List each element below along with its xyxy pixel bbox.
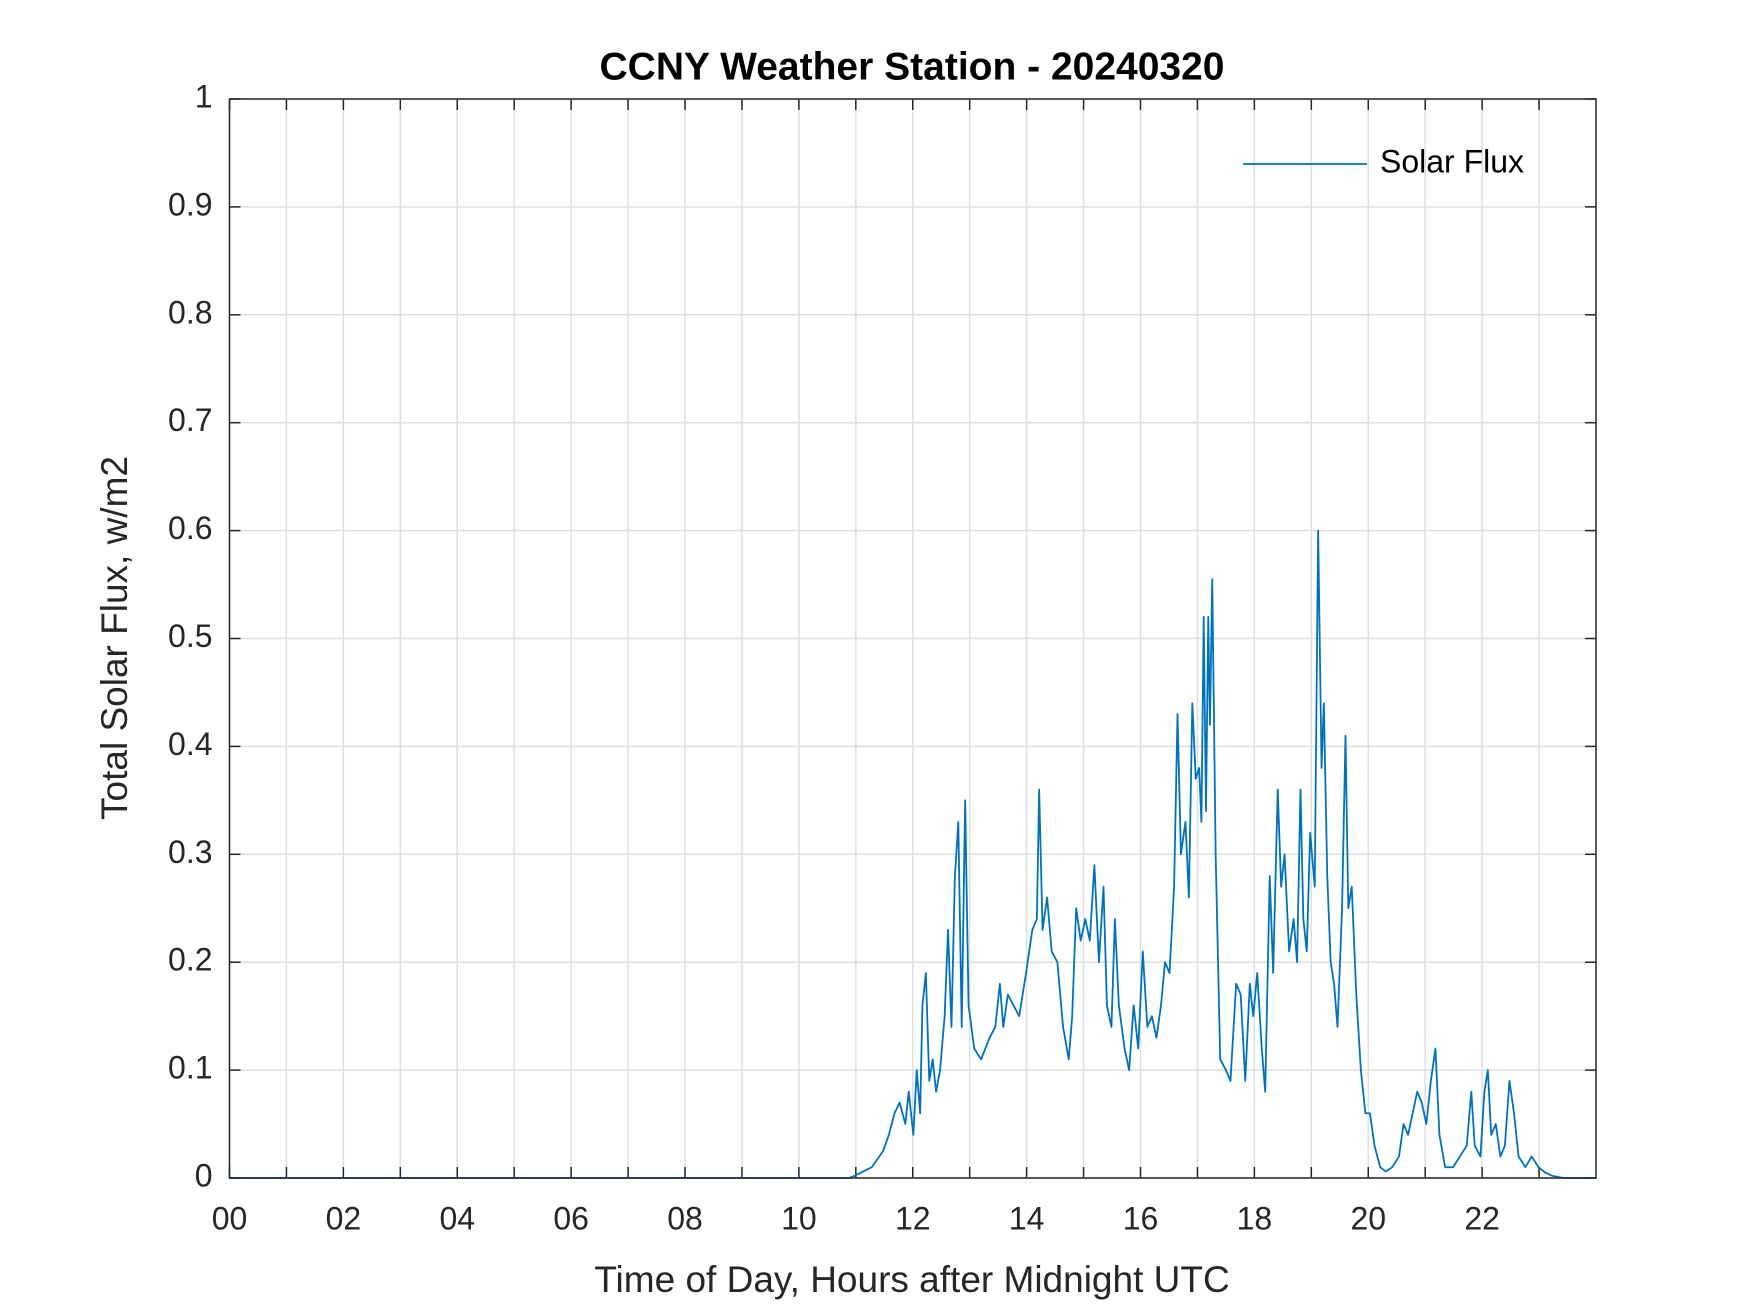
y-tick-label: 1 <box>195 78 213 114</box>
x-tick-label: 08 <box>667 1200 703 1236</box>
x-tick-label: 06 <box>553 1200 589 1236</box>
legend-label: Solar Flux <box>1380 143 1524 179</box>
y-tick-label: 0.8 <box>168 294 212 330</box>
data-line <box>229 529 1596 1179</box>
y-tick-label: 0.4 <box>168 726 212 762</box>
y-axis-label: Total Solar Flux, w/m2 <box>94 456 135 820</box>
y-tick-label: 0.1 <box>168 1050 212 1086</box>
x-tick-label: 00 <box>212 1200 248 1236</box>
y-tick-label: 0.2 <box>168 942 212 978</box>
y-tick-label: 0.7 <box>168 402 212 438</box>
axes-box <box>228 98 1597 1179</box>
x-tick-label: 14 <box>1009 1200 1045 1236</box>
y-tick-label: 0.3 <box>168 834 212 870</box>
x-tick-label: 22 <box>1464 1200 1500 1236</box>
x-axis-label: Time of Day, Hours after Midnight UTC <box>594 1259 1229 1300</box>
x-tick-label: 18 <box>1237 1200 1273 1236</box>
y-tick-label: 0.6 <box>168 510 212 546</box>
x-tick-label: 12 <box>895 1200 931 1236</box>
x-tick-label: 10 <box>781 1200 817 1236</box>
chart-title: CCNY Weather Station - 20240320 <box>600 45 1225 88</box>
y-tick-label: 0.9 <box>168 186 212 222</box>
x-tick-label: 16 <box>1123 1200 1159 1236</box>
y-tick-label: 0.5 <box>168 618 212 654</box>
x-tick-label: 04 <box>439 1200 475 1236</box>
x-tick-label: 20 <box>1350 1200 1386 1236</box>
x-tick-label: 02 <box>326 1200 362 1236</box>
y-tick-label: 0 <box>195 1157 213 1193</box>
